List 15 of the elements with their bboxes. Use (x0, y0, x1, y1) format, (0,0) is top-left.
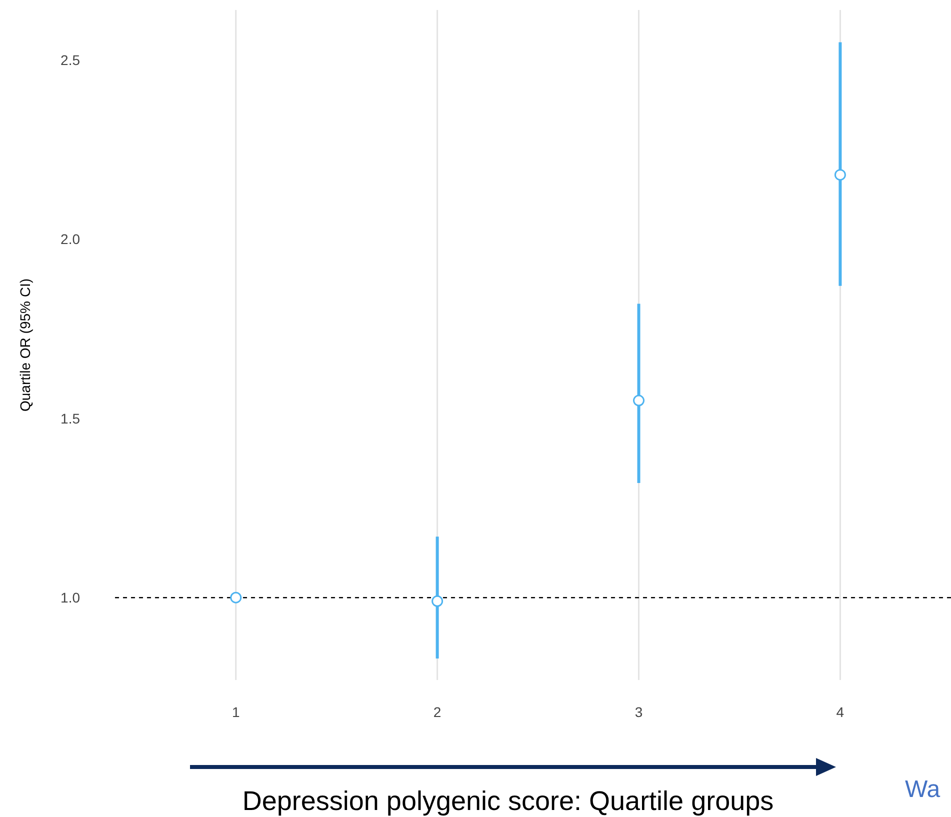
y-tick-label: 2.5 (60, 52, 80, 68)
y-tick-label: 1.0 (60, 589, 80, 606)
x-tick-label: 3 (634, 704, 643, 720)
x-axis-title: Depression polygenic score: Quartile groups (242, 786, 774, 816)
point (432, 595, 444, 607)
point (633, 394, 645, 406)
y-tick-label: 2.0 (60, 231, 80, 248)
y-axis-title: Quartile OR (95% CI) (17, 278, 33, 412)
y-tick-label: 1.5 (60, 410, 80, 426)
x-tick-label: 1 (232, 704, 240, 720)
text: Wa (905, 776, 941, 803)
x-tick-label: 2 (433, 704, 442, 720)
point (230, 592, 242, 604)
x-tick-label: 4 (836, 704, 844, 720)
point (834, 169, 846, 181)
